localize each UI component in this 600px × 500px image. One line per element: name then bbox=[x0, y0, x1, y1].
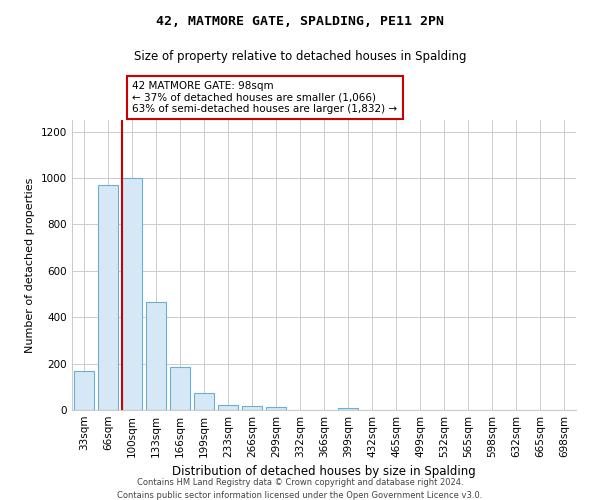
Bar bbox=[338, 408, 358, 410]
Bar bbox=[146, 302, 166, 410]
Bar bbox=[194, 393, 214, 410]
Bar bbox=[242, 406, 262, 410]
Bar bbox=[266, 407, 286, 410]
Bar bbox=[122, 178, 142, 410]
Text: Size of property relative to detached houses in Spalding: Size of property relative to detached ho… bbox=[134, 50, 466, 63]
Bar bbox=[218, 404, 238, 410]
Bar bbox=[98, 185, 118, 410]
Text: 42, MATMORE GATE, SPALDING, PE11 2PN: 42, MATMORE GATE, SPALDING, PE11 2PN bbox=[156, 15, 444, 28]
Y-axis label: Number of detached properties: Number of detached properties bbox=[25, 178, 35, 352]
Text: 42 MATMORE GATE: 98sqm
← 37% of detached houses are smaller (1,066)
63% of semi-: 42 MATMORE GATE: 98sqm ← 37% of detached… bbox=[133, 81, 398, 114]
Text: Contains HM Land Registry data © Crown copyright and database right 2024.: Contains HM Land Registry data © Crown c… bbox=[137, 478, 463, 487]
Bar bbox=[74, 370, 94, 410]
Text: Contains public sector information licensed under the Open Government Licence v3: Contains public sector information licen… bbox=[118, 490, 482, 500]
Bar bbox=[170, 367, 190, 410]
X-axis label: Distribution of detached houses by size in Spalding: Distribution of detached houses by size … bbox=[172, 466, 476, 478]
